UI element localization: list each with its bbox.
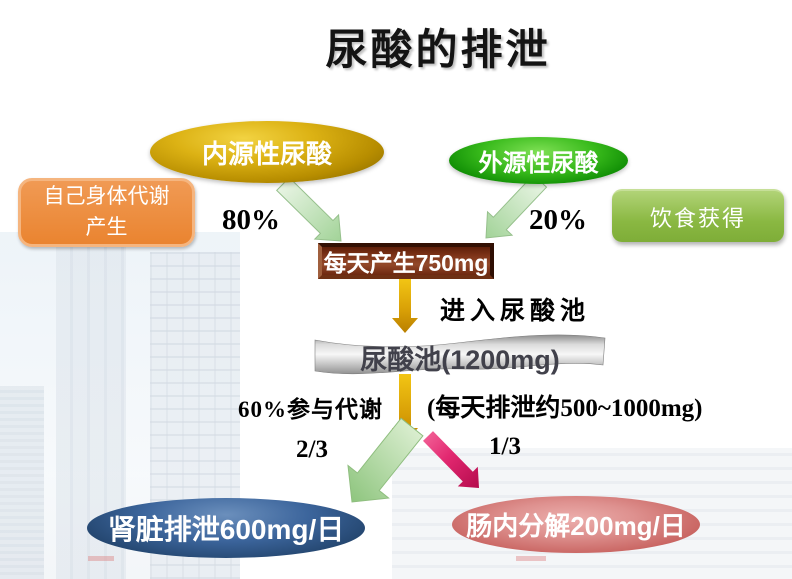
page-title: 尿酸的排泄 xyxy=(325,26,551,73)
node-endogenous-label: 内源性尿酸 xyxy=(201,138,332,169)
callout-self-metabolism: 自己身体代谢 产生 xyxy=(18,178,195,247)
wave-shape xyxy=(314,334,606,375)
arrow-into-pool-icon xyxy=(392,279,418,333)
label-fraction-intestine: 1/3 xyxy=(489,433,521,460)
node-exogenous-label: 外源性尿酸 xyxy=(478,150,599,177)
label-fraction-kidney: 2/3 xyxy=(296,436,328,463)
arrow-endogenous-80pct-icon xyxy=(275,176,342,242)
label-metabolism-share: 60%参与代谢 xyxy=(238,397,383,422)
label-pct-exogenous: 20% xyxy=(529,204,587,236)
node-kidney-excretion: 肾脏排泄600mg/日 xyxy=(87,498,365,558)
node-kidney-excretion-label: 肾脏排泄600mg/日 xyxy=(107,514,345,545)
node-intestinal-decomposition-label: 肠内分解200mg/日 xyxy=(466,511,686,541)
callout-diet-label: 饮食获得 xyxy=(649,205,746,231)
node-exogenous-uric-acid: 外源性尿酸 xyxy=(449,137,628,184)
label-daily-excretion-note: (每天排泄约500~1000mg) xyxy=(427,395,703,422)
label-enter-pool: 进入尿酸池 xyxy=(440,298,591,325)
callout-self-metabolism-line1: 自己身体代谢 xyxy=(43,185,170,209)
node-daily-production-label: 每天产生750mg xyxy=(323,250,489,276)
label-pct-endogenous: 80% xyxy=(222,204,280,236)
callout-diet: 饮食获得 xyxy=(612,189,784,242)
arrow-out-of-pool-icon xyxy=(392,374,418,443)
node-uric-acid-pool-label: 尿酸池(1200mg) xyxy=(360,345,560,375)
node-daily-production: 每天产生750mg xyxy=(318,243,494,279)
arrow-exogenous-20pct-icon xyxy=(485,174,548,239)
node-intestinal-decomposition: 肠内分解200mg/日 xyxy=(452,496,700,553)
node-uric-acid-pool-shape xyxy=(314,334,606,375)
arrow-to-intestine-icon xyxy=(423,431,479,488)
arrow-to-kidney-icon xyxy=(347,417,424,503)
callout-self-metabolism-line2: 产生 xyxy=(85,215,128,239)
node-endogenous-uric-acid: 内源性尿酸 xyxy=(150,121,384,183)
